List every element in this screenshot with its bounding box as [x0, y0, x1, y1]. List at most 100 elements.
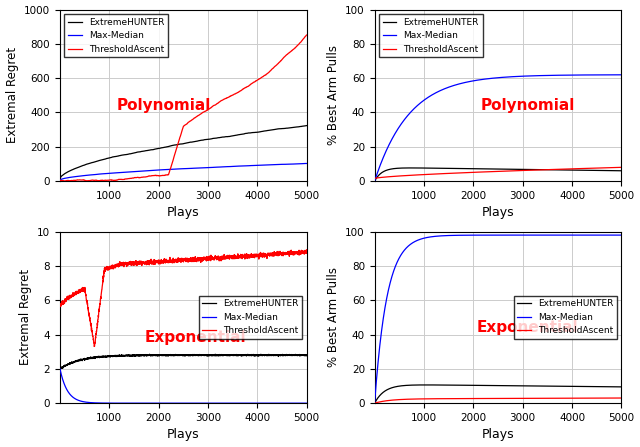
Line: ThresholdAscent: ThresholdAscent [374, 398, 621, 403]
ThresholdAscent [371, 401, 378, 406]
ThresholdAscent [618, 395, 625, 401]
Max-Median [250, 163, 258, 168]
ThresholdAscent [296, 40, 303, 46]
ThresholdAscent [611, 395, 618, 401]
X-axis label: Plays: Plays [482, 207, 515, 219]
ExtremeHUNTER [170, 352, 177, 357]
Max-Median [170, 401, 177, 406]
ExtremeHUNTER [371, 401, 378, 406]
ExtremeHUNTER [407, 165, 415, 171]
ExtremeHUNTER [56, 366, 64, 371]
ExtremeHUNTER [484, 383, 492, 388]
Y-axis label: Extremal Regret: Extremal Regret [6, 47, 19, 143]
Max-Median [618, 232, 625, 238]
ExtremeHUNTER [69, 360, 77, 366]
ThresholdAscent [303, 248, 310, 253]
Max-Median [296, 161, 303, 166]
ExtremeHUNTER [491, 383, 499, 388]
Max-Median [296, 401, 303, 406]
Line: Max-Median: Max-Median [374, 75, 621, 181]
ThresholdAscent [296, 41, 303, 46]
Text: Exponential: Exponential [145, 330, 246, 346]
Y-axis label: % Best Arm Pulls: % Best Arm Pulls [327, 267, 340, 367]
Max-Median [611, 72, 618, 77]
Line: ExtremeHUNTER: ExtremeHUNTER [60, 354, 307, 369]
Max-Median [484, 76, 492, 81]
Max-Median [176, 401, 184, 406]
ThresholdAscent [611, 165, 618, 170]
ExtremeHUNTER [176, 141, 184, 147]
Max-Median [250, 401, 258, 406]
ThresholdAscent [565, 166, 573, 172]
ExtremeHUNTER [211, 351, 219, 357]
X-axis label: Plays: Plays [482, 428, 515, 442]
ThresholdAscent [90, 344, 98, 349]
Max-Median [618, 72, 625, 77]
ExtremeHUNTER [491, 166, 499, 172]
ExtremeHUNTER [250, 130, 258, 135]
ExtremeHUNTER [618, 384, 625, 389]
ThresholdAscent [611, 165, 618, 170]
ExtremeHUNTER [611, 384, 618, 389]
ThresholdAscent [56, 177, 64, 183]
Line: ThresholdAscent: ThresholdAscent [60, 250, 307, 346]
ThresholdAscent [176, 257, 184, 262]
ExtremeHUNTER [618, 168, 625, 173]
ExtremeHUNTER [56, 366, 64, 371]
ThresholdAscent [170, 258, 177, 263]
Max-Median [56, 366, 64, 371]
Max-Median [68, 394, 76, 400]
Max-Median [383, 293, 391, 298]
ThresholdAscent [250, 254, 258, 260]
Line: Max-Median: Max-Median [60, 369, 307, 403]
ExtremeHUNTER [296, 352, 303, 357]
Max-Median [565, 232, 573, 238]
Max-Median [484, 232, 492, 238]
ThresholdAscent [383, 398, 391, 403]
Legend: ExtremeHUNTER, Max-Median, ThresholdAscent: ExtremeHUNTER, Max-Median, ThresholdAsce… [513, 296, 617, 339]
Line: ExtremeHUNTER: ExtremeHUNTER [374, 168, 621, 181]
Max-Median [303, 161, 310, 166]
Line: Max-Median: Max-Median [374, 235, 621, 403]
Max-Median [371, 401, 378, 406]
ThresholdAscent [170, 156, 177, 161]
Max-Median [611, 232, 618, 238]
Text: Exponential: Exponential [477, 320, 579, 335]
Line: ThresholdAscent: ThresholdAscent [374, 167, 621, 178]
Max-Median [491, 232, 499, 238]
Text: Polynomial: Polynomial [116, 98, 211, 113]
Max-Median [565, 72, 573, 78]
ThresholdAscent [302, 247, 310, 253]
ThresholdAscent [484, 169, 492, 174]
Max-Median [176, 166, 184, 172]
Max-Median [303, 401, 310, 406]
ThresholdAscent [303, 32, 310, 38]
ThresholdAscent [56, 304, 64, 309]
ThresholdAscent [383, 174, 391, 180]
Text: Polynomial: Polynomial [481, 98, 575, 113]
X-axis label: Plays: Plays [167, 428, 200, 442]
ThresholdAscent [60, 178, 68, 184]
ExtremeHUNTER [296, 124, 303, 129]
ExtremeHUNTER [611, 168, 618, 173]
ThresholdAscent [491, 396, 499, 401]
Max-Median [68, 174, 76, 180]
ExtremeHUNTER [296, 352, 303, 357]
ExtremeHUNTER [371, 178, 378, 184]
ExtremeHUNTER [383, 387, 391, 392]
Max-Median [170, 167, 177, 172]
ThresholdAscent [491, 169, 499, 174]
X-axis label: Plays: Plays [167, 207, 200, 219]
Max-Median [56, 177, 64, 183]
ThresholdAscent [565, 396, 573, 401]
ExtremeHUNTER [251, 353, 259, 358]
ExtremeHUNTER [565, 384, 573, 389]
Max-Median [383, 146, 391, 151]
ThresholdAscent [484, 396, 492, 401]
ExtremeHUNTER [565, 167, 573, 173]
Line: ExtremeHUNTER: ExtremeHUNTER [60, 126, 307, 179]
ExtremeHUNTER [303, 352, 310, 358]
ExtremeHUNTER [296, 124, 303, 129]
ThresholdAscent [611, 395, 618, 401]
ExtremeHUNTER [383, 167, 391, 173]
